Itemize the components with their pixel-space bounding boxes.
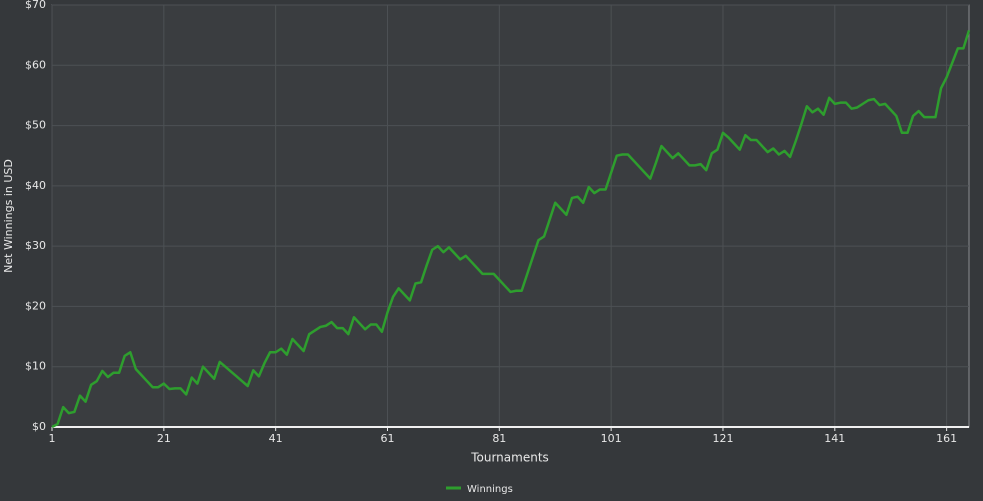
y-tick-label: $40	[25, 179, 46, 192]
x-tick-label: 101	[601, 432, 622, 445]
y-axis-label: Net Winnings in USD	[2, 159, 15, 273]
x-tick-label: 141	[824, 432, 845, 445]
x-tick-label: 21	[157, 432, 171, 445]
y-tick-label: $50	[25, 119, 46, 132]
x-tick-label: 81	[492, 432, 506, 445]
plot-area	[51, 4, 970, 428]
x-tick-label: 61	[380, 432, 394, 445]
x-tick-label: 121	[712, 432, 733, 445]
y-tick-label: $60	[25, 58, 46, 71]
x-tick-label: 41	[269, 432, 283, 445]
legend-label: Winnings	[467, 484, 513, 495]
y-tick-label: $30	[25, 239, 46, 252]
y-tick-label: $10	[25, 360, 46, 373]
y-tick-label: $20	[25, 299, 46, 312]
y-tick-label: $70	[25, 0, 46, 11]
x-tick-label: 1	[49, 432, 56, 445]
x-axis-label: Tournaments	[470, 451, 549, 465]
data-line	[51, 29, 971, 429]
y-tick-label: $0	[32, 420, 46, 433]
x-tick-label: 161	[936, 432, 957, 445]
